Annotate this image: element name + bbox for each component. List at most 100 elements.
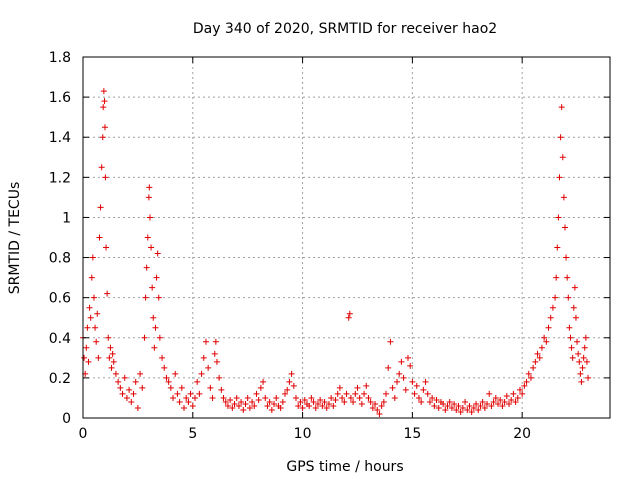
- data-point: [409, 378, 416, 385]
- data-point: [543, 338, 550, 345]
- data-point: [152, 324, 159, 331]
- data-point: [549, 304, 556, 311]
- data-point: [139, 384, 146, 391]
- data-point: [284, 386, 291, 393]
- data-point: [479, 398, 486, 405]
- data-point: [97, 204, 104, 211]
- data-point: [495, 400, 502, 407]
- data-point: [561, 224, 568, 231]
- data-point: [176, 398, 183, 405]
- data-point: [431, 402, 438, 409]
- data-point: [468, 408, 475, 415]
- data-point: [490, 398, 497, 405]
- data-point: [144, 234, 151, 241]
- data-point: [110, 358, 117, 365]
- data-point: [189, 402, 196, 409]
- data-point: [159, 354, 166, 361]
- y-tick-label: 1: [62, 210, 71, 226]
- data-point: [174, 390, 181, 397]
- data-point: [559, 154, 566, 161]
- data-point: [246, 404, 253, 411]
- data-point: [187, 390, 194, 397]
- y-tick-label: 0: [62, 411, 71, 427]
- data-point: [585, 374, 592, 381]
- data-point: [558, 104, 565, 111]
- data-point: [579, 364, 586, 371]
- data-point: [505, 400, 512, 407]
- data-point: [343, 390, 350, 397]
- data-point: [383, 390, 390, 397]
- data-point: [523, 378, 530, 385]
- data-point: [319, 402, 326, 409]
- data-point: [492, 394, 499, 401]
- data-point: [109, 350, 116, 357]
- grid-lines: [83, 57, 610, 418]
- data-point: [151, 344, 158, 351]
- data-point: [216, 374, 223, 381]
- data-point: [363, 382, 370, 389]
- data-point: [572, 314, 579, 321]
- data-point: [538, 344, 545, 351]
- data-points: [80, 88, 592, 417]
- data-point: [530, 364, 537, 371]
- data-point: [462, 398, 469, 405]
- data-point: [404, 354, 411, 361]
- data-point: [576, 358, 583, 365]
- data-point: [290, 382, 297, 389]
- data-point: [90, 294, 97, 301]
- data-point: [554, 244, 561, 251]
- data-point: [150, 314, 157, 321]
- data-point: [330, 402, 337, 409]
- data-point: [317, 396, 324, 403]
- data-point: [413, 382, 420, 389]
- data-point: [95, 354, 102, 361]
- y-tick-label: 0.6: [49, 291, 71, 307]
- data-point: [451, 400, 458, 407]
- data-point: [440, 400, 447, 407]
- data-point: [570, 304, 577, 311]
- data-point: [253, 390, 260, 397]
- data-point: [566, 324, 573, 331]
- data-point: [527, 374, 534, 381]
- data-point: [541, 334, 548, 341]
- data-point: [323, 404, 330, 411]
- data-point: [400, 374, 407, 381]
- y-tick-label: 1.6: [49, 90, 71, 106]
- data-point: [148, 244, 155, 251]
- y-tick-label: 0.8: [49, 251, 71, 267]
- data-point: [126, 386, 133, 393]
- data-point: [153, 274, 160, 281]
- data-point: [503, 392, 510, 399]
- data-point: [101, 98, 108, 105]
- y-tick-label: 0.2: [49, 371, 71, 387]
- data-point: [112, 370, 119, 377]
- data-point: [154, 250, 161, 257]
- data-point: [142, 294, 149, 301]
- data-point: [391, 394, 398, 401]
- data-point: [470, 404, 477, 411]
- data-point: [545, 324, 552, 331]
- data-point: [227, 396, 234, 403]
- data-point: [229, 404, 236, 411]
- data-point: [308, 394, 315, 401]
- data-point: [536, 354, 543, 361]
- data-point: [532, 358, 539, 365]
- data-point: [149, 284, 156, 291]
- data-point: [367, 398, 374, 405]
- data-point: [163, 374, 170, 381]
- data-point: [235, 402, 242, 409]
- data-point: [108, 364, 115, 371]
- data-point: [424, 390, 431, 397]
- data-point: [376, 410, 383, 417]
- data-point: [557, 134, 564, 141]
- data-point: [117, 384, 124, 391]
- data-point: [137, 370, 144, 377]
- data-point: [102, 174, 109, 181]
- data-point: [433, 396, 440, 403]
- data-point: [134, 404, 141, 411]
- data-point: [369, 404, 376, 411]
- data-point: [488, 402, 495, 409]
- data-point: [486, 390, 493, 397]
- data-point: [105, 334, 112, 341]
